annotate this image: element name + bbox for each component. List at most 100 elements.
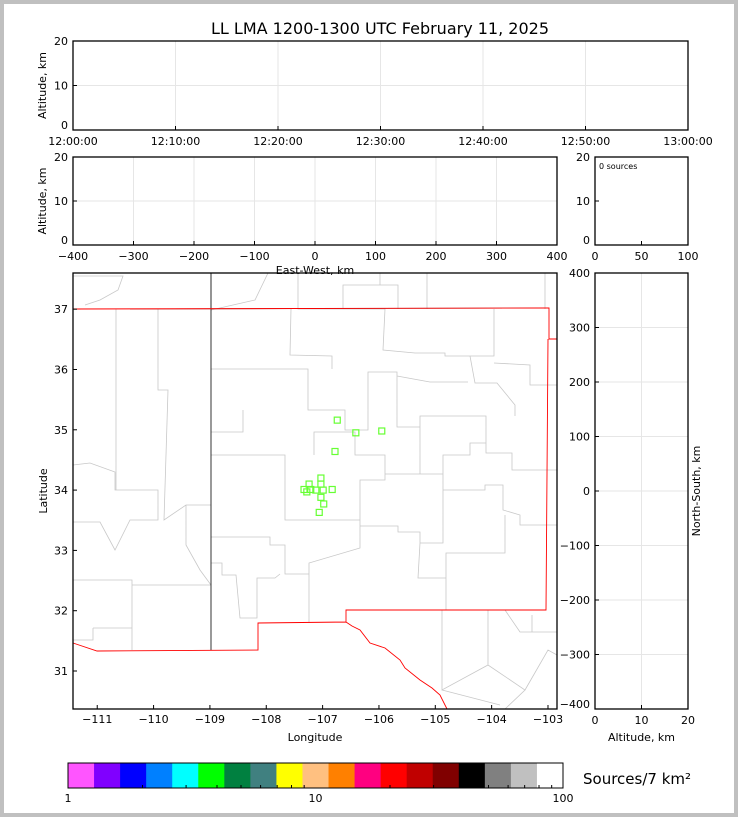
figure-title: LL LMA 1200-1300 UTC February 11, 2025 bbox=[211, 19, 549, 38]
y-tick-label: 10 bbox=[576, 195, 590, 208]
source-marker bbox=[328, 485, 336, 494]
source-marker bbox=[319, 486, 327, 494]
y-tick-label: 34 bbox=[54, 484, 68, 497]
x-tick-label: −100 bbox=[239, 250, 269, 263]
x-tick-label: −111 bbox=[82, 713, 112, 726]
colorbar-bin bbox=[224, 763, 251, 788]
source-marker bbox=[378, 427, 386, 435]
colorbar-bin bbox=[120, 763, 147, 788]
colorbar-bin bbox=[328, 763, 356, 788]
colorbar-bin bbox=[458, 763, 486, 788]
colorbar-bin bbox=[94, 763, 121, 788]
colorbar-bin bbox=[354, 763, 382, 788]
y-axis-label: Altitude, km bbox=[36, 167, 49, 234]
y-tick-label: 10 bbox=[54, 80, 68, 93]
colorbar-label: Sources/7 km² bbox=[583, 770, 691, 788]
y-tick-label: −200 bbox=[560, 594, 590, 607]
y-tick-label: 100 bbox=[569, 431, 590, 444]
plan-view-map-panel: −111 −110 −109 −108 −107 −106 −105 −104 −103 31 32… bbox=[37, 272, 563, 744]
x-tick-label: −105 bbox=[420, 713, 450, 726]
x-tick-label: 0 bbox=[592, 714, 599, 727]
x-tick-label: 400 bbox=[547, 250, 568, 263]
source-marker bbox=[352, 429, 360, 437]
colorbar-bin bbox=[302, 763, 330, 788]
x-tick-label: 100 bbox=[365, 250, 386, 263]
source-markers bbox=[300, 416, 386, 517]
y-axis-label: Altitude, km bbox=[36, 52, 49, 119]
x-tick-label: −109 bbox=[195, 713, 225, 726]
source-marker bbox=[317, 493, 325, 501]
source-marker bbox=[331, 447, 339, 456]
altitude-eastwest-panel: −400 −300 −200 −100 0 100 200 300 400 0 10 20 Altitu… bbox=[36, 151, 568, 277]
y-tick-label: 0 bbox=[583, 485, 590, 498]
y-tick-label: 33 bbox=[54, 544, 68, 557]
colorbar-bin bbox=[146, 763, 173, 788]
y-tick-label: 300 bbox=[569, 322, 590, 335]
source-count-annotation: 0 sources bbox=[599, 162, 637, 171]
x-tick-label: −104 bbox=[477, 713, 507, 726]
altitude-time-panel: 12:00:00 12:10:00 12:20:00 12:30:00 12:40:00… bbox=[36, 35, 713, 148]
x-tick-label: 50 bbox=[635, 250, 649, 263]
x-tick-label: −400 bbox=[58, 250, 88, 263]
colorbar-bin bbox=[198, 763, 225, 788]
x-tick-label: 12:40:00 bbox=[458, 135, 507, 148]
y-tick-label: −400 bbox=[560, 698, 590, 711]
y-tick-label: −100 bbox=[560, 540, 590, 553]
x-tick-label: −110 bbox=[138, 713, 168, 726]
y-tick-label: 31 bbox=[54, 665, 68, 678]
plot-area bbox=[72, 40, 689, 131]
northsouth-altitude-panel: 0 10 20 −400 −300 −200 −100 0 100 200 300 400 North-… bbox=[560, 267, 703, 744]
source-marker bbox=[315, 508, 323, 517]
x-tick-label: 12:30:00 bbox=[356, 135, 405, 148]
plot-area bbox=[594, 156, 689, 246]
colorbar-tick-label: 10 bbox=[309, 792, 323, 805]
colorbar-bin bbox=[172, 763, 199, 788]
source-marker bbox=[333, 416, 341, 424]
colorbar-bin bbox=[536, 763, 564, 788]
x-tick-label: 13:00:00 bbox=[663, 135, 712, 148]
x-axis-label: Longitude bbox=[288, 731, 343, 744]
x-tick-label: 20 bbox=[681, 714, 695, 727]
plot-area bbox=[594, 272, 689, 710]
source-marker bbox=[320, 500, 328, 508]
y-tick-label: 0 bbox=[61, 119, 68, 132]
colorbar-bin bbox=[380, 763, 408, 788]
x-tick-label: 200 bbox=[426, 250, 447, 263]
y-tick-label: 0 bbox=[61, 234, 68, 247]
x-tick-label: 12:10:00 bbox=[151, 135, 200, 148]
y-tick-label: 200 bbox=[569, 376, 590, 389]
altitude-histogram-panel: 0 sources 0 50 100 0 10 20 bbox=[576, 151, 699, 263]
colorbar-bin bbox=[406, 763, 434, 788]
y-axis-label: Latitude bbox=[37, 468, 50, 514]
x-tick-label: 100 bbox=[678, 250, 699, 263]
x-tick-label: 0 bbox=[312, 250, 319, 263]
map-frame bbox=[72, 272, 558, 710]
colorbar-bin bbox=[510, 763, 538, 788]
colorbar-bin bbox=[68, 763, 95, 788]
colorbar-bin bbox=[432, 763, 460, 788]
source-marker bbox=[312, 486, 320, 494]
y-tick-label: 20 bbox=[54, 151, 68, 164]
colorbar-bin bbox=[484, 763, 512, 788]
plot-area bbox=[72, 156, 558, 246]
x-tick-label: 10 bbox=[635, 714, 649, 727]
x-tick-label: −103 bbox=[533, 713, 563, 726]
x-tick-label: 12:00:00 bbox=[48, 135, 97, 148]
x-tick-label: −300 bbox=[118, 250, 148, 263]
x-axis-label: East-West, km bbox=[276, 264, 354, 277]
x-tick-label: 300 bbox=[486, 250, 507, 263]
y-tick-label: 37 bbox=[54, 303, 68, 316]
x-tick-label: −108 bbox=[251, 713, 281, 726]
colorbar-frame bbox=[67, 762, 564, 789]
y-tick-label: 35 bbox=[54, 424, 68, 437]
x-axis-label: Altitude, km bbox=[608, 731, 675, 744]
source-marker bbox=[303, 488, 311, 496]
x-tick-label: 12:20:00 bbox=[253, 135, 302, 148]
y-tick-label: 400 bbox=[569, 267, 590, 280]
network-domain-outline bbox=[72, 307, 557, 710]
colorbar: Sources/7 km² 1 10 100 bbox=[65, 762, 691, 805]
colorbar-tick-label: 100 bbox=[553, 792, 574, 805]
y-tick-label: 32 bbox=[54, 605, 68, 618]
x-tick-label: −106 bbox=[364, 713, 394, 726]
